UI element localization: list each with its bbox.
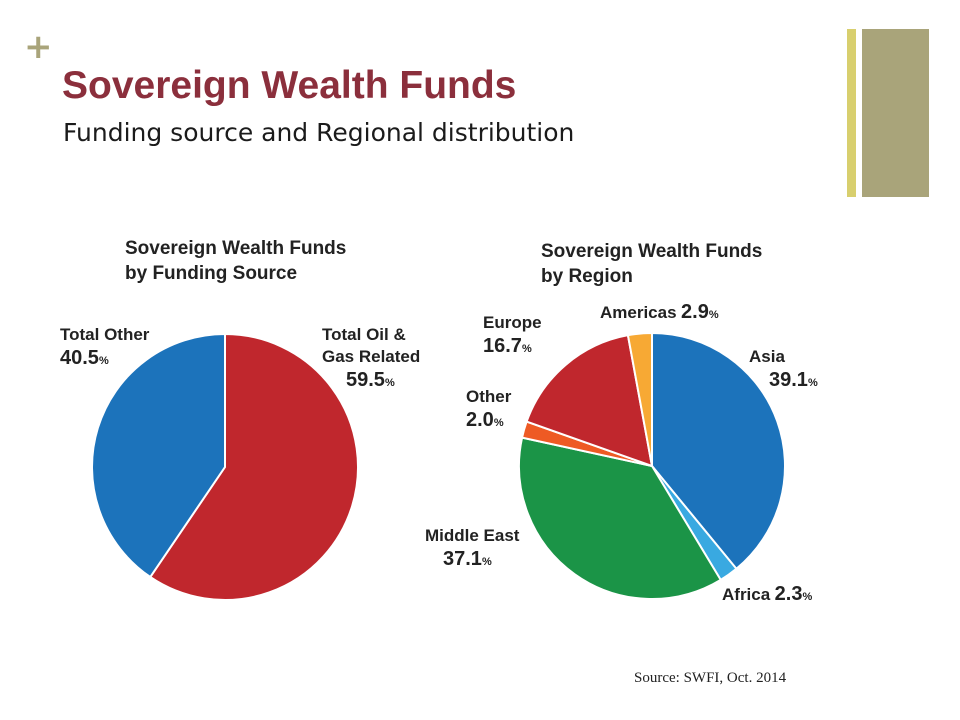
region-label-other: Other 2.0% (466, 386, 511, 432)
funding-slice-total-oil (148, 332, 359, 601)
funding-label-other-value: 40.5 (60, 347, 99, 369)
region-label-americas-value: 2.9 (681, 301, 709, 323)
region-label-americas: Americas 2.9% (600, 300, 719, 324)
slide-title: Sovereign Wealth Funds (62, 64, 517, 107)
region-label-europe-value: 16.7 (483, 335, 522, 357)
region-label-other-name: Other (466, 387, 512, 406)
region-label-africa: Africa 2.3% (722, 582, 812, 606)
region-label-africa-unit: % (802, 591, 813, 603)
funding-chart-title-line1: Sovereign Wealth Funds (125, 238, 347, 259)
plus-icon: + (24, 27, 53, 67)
region-label-middle-east-unit: % (481, 556, 492, 568)
region-label-asia-value: 39.1 (769, 369, 808, 391)
region-chart-title: Sovereign Wealth Funds by Region (541, 239, 762, 289)
funding-label-oil-value: 59.5 (346, 369, 385, 391)
region-label-europe-unit: % (521, 343, 532, 355)
region-label-africa-name: Africa (722, 585, 771, 604)
funding-label-oil-name2: Gas Related (322, 347, 421, 366)
slide-subtitle: Funding source and Regional distribution (63, 118, 575, 147)
region-label-middle-east-name: Middle East (425, 526, 520, 545)
decorative-bar-wide (862, 29, 929, 197)
region-label-europe: Europe 16.7% (483, 312, 542, 358)
region-slice-europe (525, 334, 654, 468)
funding-label-oil-unit: % (384, 377, 395, 389)
funding-label-oil-name: Total Oil & (322, 325, 406, 344)
funding-label-other: Total Other 40.5% (60, 324, 149, 370)
region-slice-middle-east (518, 436, 723, 600)
region-label-africa-value: 2.3 (774, 583, 803, 605)
region-label-asia-name: Asia (749, 347, 785, 366)
region-slice-americas (626, 331, 653, 467)
source-note: Source: SWFI, Oct. 2014 (634, 670, 787, 686)
funding-label-other-unit: % (98, 355, 109, 367)
funding-chart-title-line2: by Funding Source (125, 263, 298, 284)
region-label-other-value: 2.0 (466, 409, 494, 431)
region-label-americas-unit: % (708, 309, 719, 321)
region-label-asia-unit: % (807, 377, 818, 389)
region-label-middle-east: Middle East 37.1% (425, 525, 519, 571)
region-label-asia: Asia 39.1% (749, 346, 818, 392)
funding-label-other-name: Total Other (60, 325, 150, 344)
region-label-europe-name: Europe (483, 313, 542, 332)
decorative-bar-thin (847, 29, 856, 197)
region-label-americas-name: Americas (600, 303, 677, 322)
funding-slice-total-other (91, 332, 226, 579)
funding-chart-title: Sovereign Wealth Funds by Funding Source (125, 236, 346, 286)
region-chart-title-line1: Sovereign Wealth Funds (541, 241, 763, 262)
funding-label-oil: Total Oil & Gas Related 59.5% (322, 324, 420, 392)
region-label-other-unit: % (493, 417, 504, 429)
region-slice-asia (651, 331, 786, 571)
region-label-middle-east-value: 37.1 (443, 548, 482, 570)
region-chart-title-line2: by Region (541, 266, 633, 287)
